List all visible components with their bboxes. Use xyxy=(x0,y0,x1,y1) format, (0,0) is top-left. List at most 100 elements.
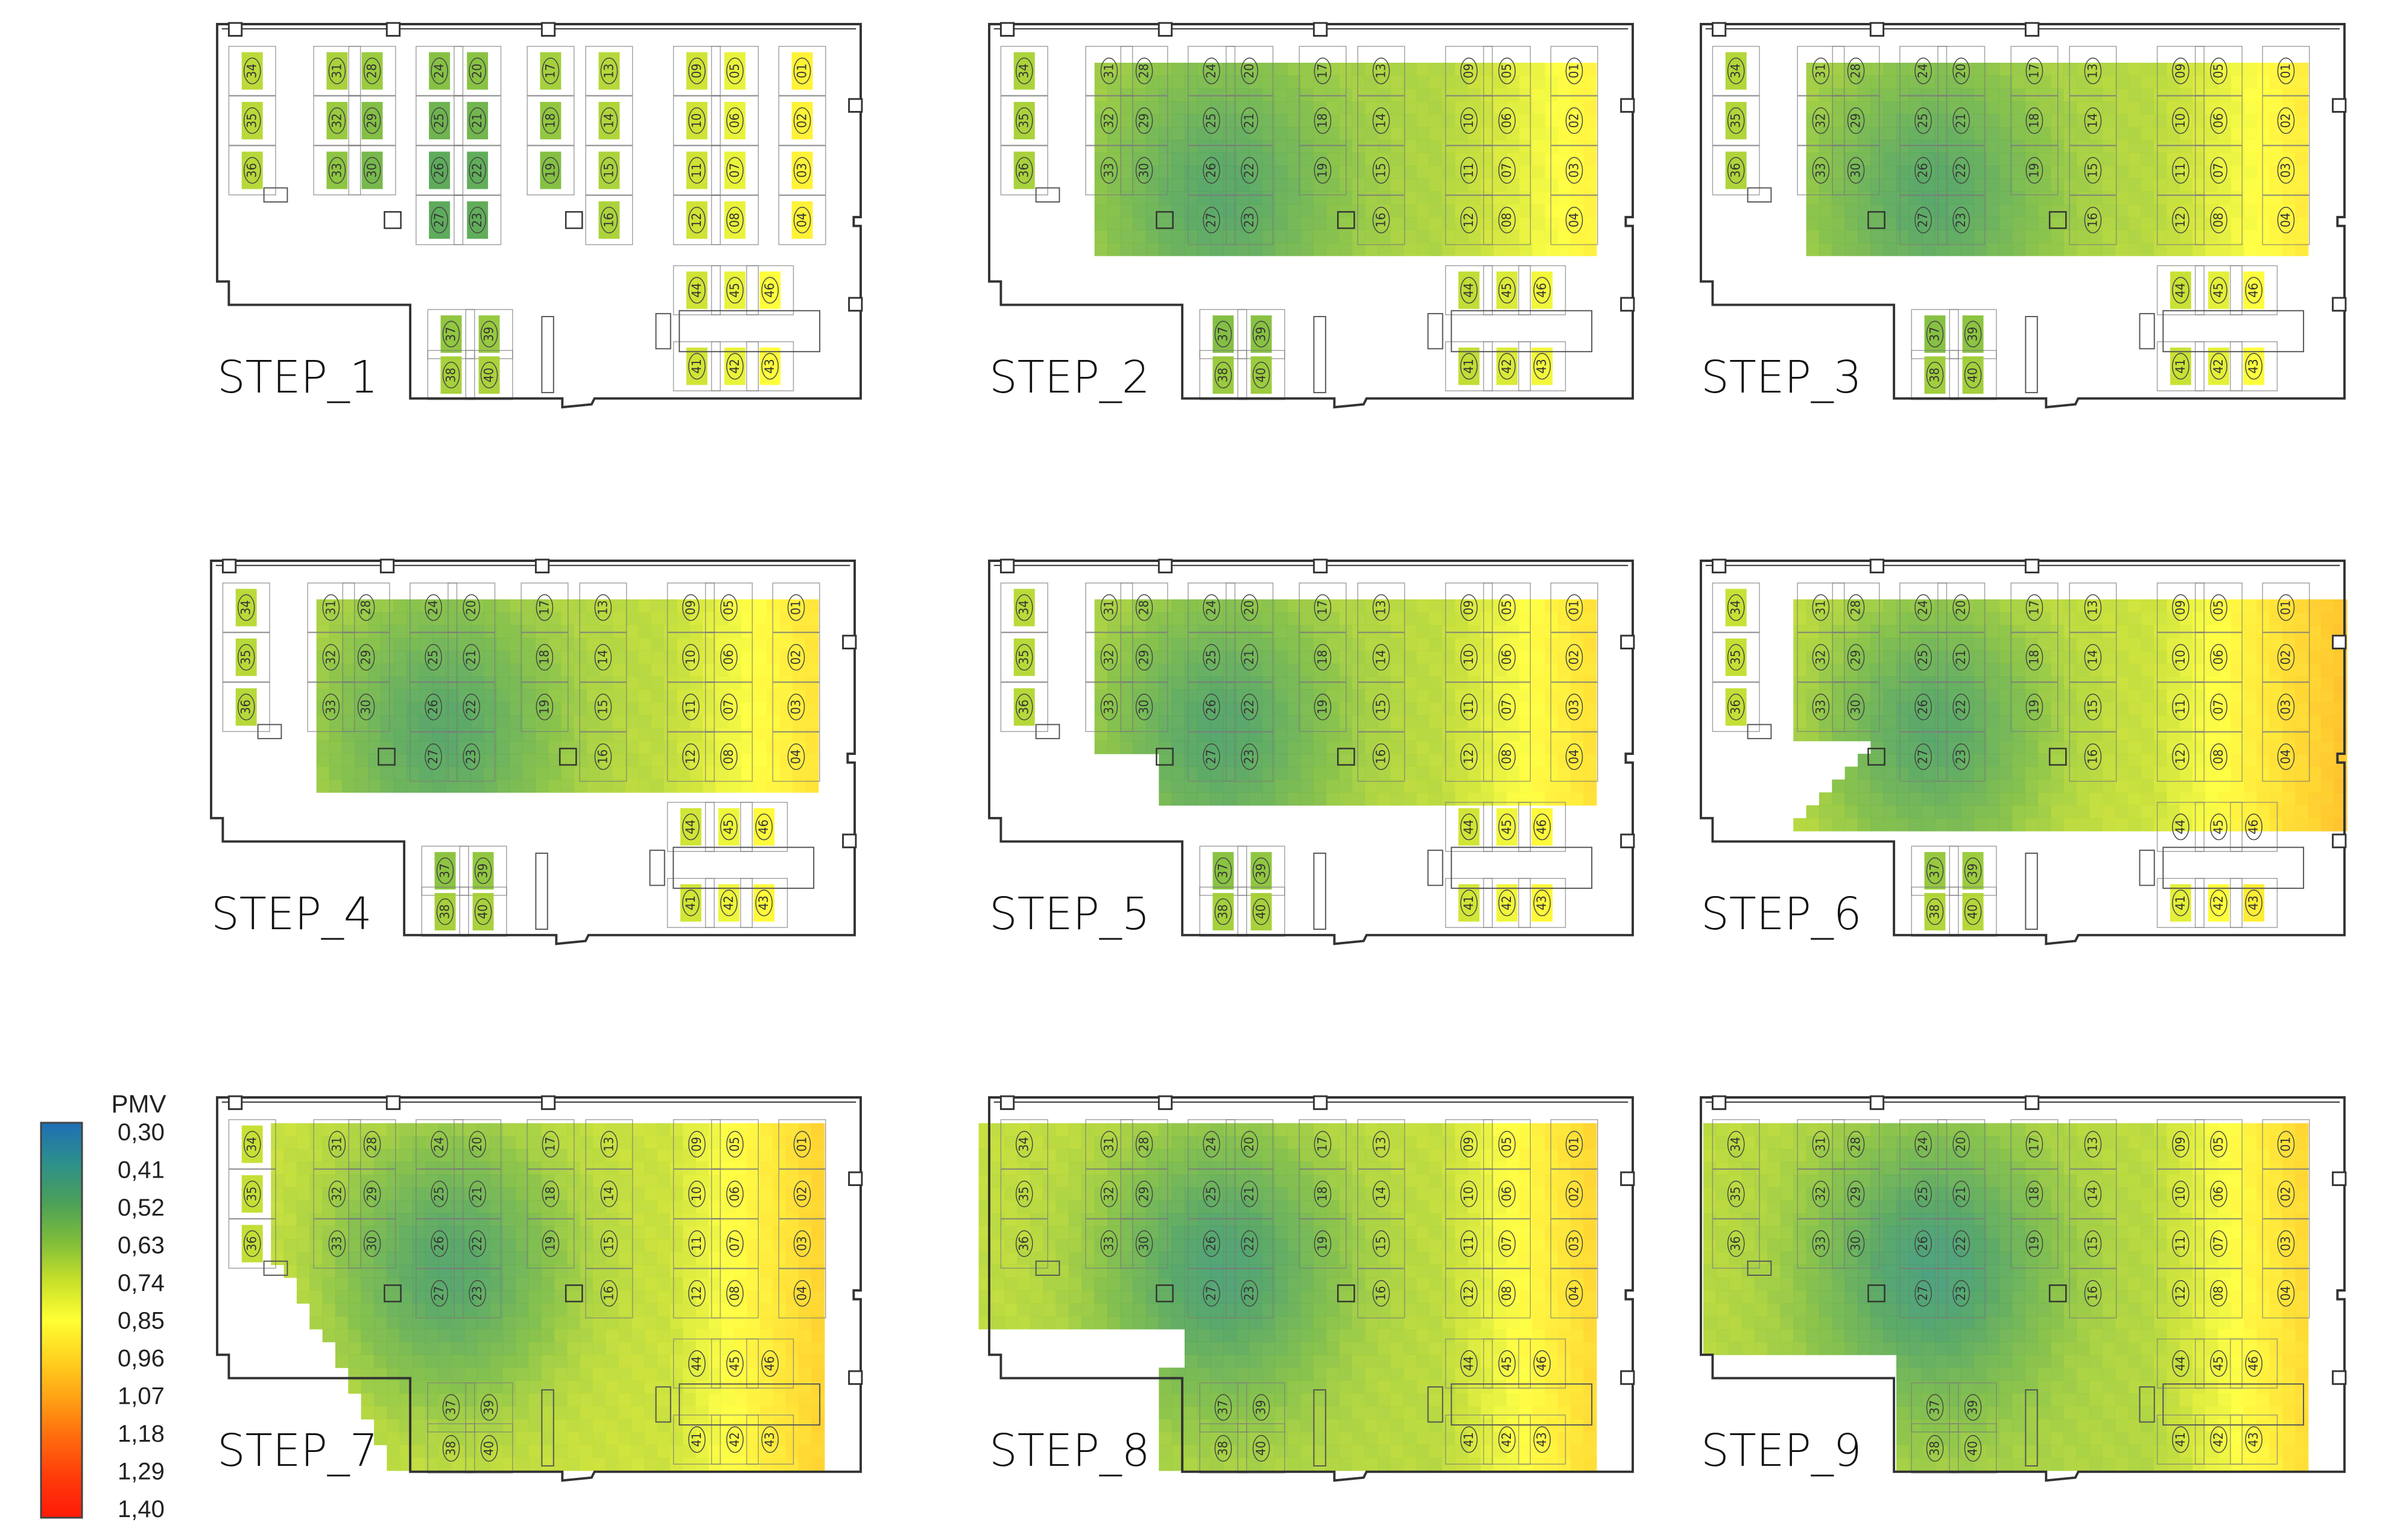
heat-cell xyxy=(1583,702,1597,716)
heat-cell xyxy=(1999,75,2013,89)
meeting-table xyxy=(2162,847,2305,889)
heat-cell xyxy=(1909,75,1923,89)
heat-cell xyxy=(1274,242,1288,256)
seat-number: 12 xyxy=(1461,749,1477,764)
heat-cell xyxy=(387,1200,400,1214)
heat-cell xyxy=(2128,230,2142,244)
heat-cell xyxy=(1442,114,1455,128)
heat-cell xyxy=(361,1354,375,1368)
seat-marker xyxy=(1565,206,1583,234)
seat-number: 10 xyxy=(2173,113,2188,128)
heat-cell xyxy=(541,1213,555,1226)
heat-cell xyxy=(1249,101,1262,115)
heat-cell xyxy=(600,677,613,690)
heat-cell xyxy=(1857,715,1871,729)
heat-cell xyxy=(760,1213,774,1226)
heat-cell xyxy=(1844,792,1858,806)
heat-cell xyxy=(1896,101,1910,115)
heat-cell xyxy=(1416,728,1430,742)
heat-cell xyxy=(1506,75,1520,89)
seat-number: 21 xyxy=(1242,113,1257,128)
heat-cell xyxy=(348,1354,362,1368)
heat-cell xyxy=(644,1213,658,1226)
heat-cell xyxy=(322,1200,336,1214)
heat-cell xyxy=(1197,191,1211,205)
heat-cell xyxy=(509,612,523,626)
heat-cell xyxy=(1986,204,2000,218)
heat-cell xyxy=(606,1213,619,1226)
heat-cell xyxy=(754,677,768,690)
heat-cell xyxy=(2153,165,2167,179)
heat-cell xyxy=(1883,612,1897,626)
heat-cell xyxy=(1249,63,1262,76)
heat-cell xyxy=(1442,127,1455,140)
heat-cell xyxy=(2244,153,2258,166)
heat-cell xyxy=(1909,140,1923,153)
heat-cell xyxy=(1832,702,1846,716)
heat-cell xyxy=(1390,230,1404,244)
heat-cell xyxy=(1922,805,1936,819)
seat-marker xyxy=(431,107,448,134)
heat-cell xyxy=(2192,805,2206,819)
heat-cell xyxy=(1999,88,2013,102)
heat-cell xyxy=(335,1264,349,1278)
heat-cell xyxy=(2141,230,2154,244)
heat-cell xyxy=(2153,651,2167,664)
heat-cell xyxy=(1210,140,1224,153)
heat-cell xyxy=(799,1354,812,1368)
heat-cell xyxy=(1935,728,1948,742)
heat-cell xyxy=(1844,677,1858,690)
heat-cell xyxy=(625,689,639,703)
heat-cell xyxy=(1364,230,1378,244)
desk-outline xyxy=(1357,46,1405,96)
heat-cell xyxy=(1159,63,1173,76)
heat-cell xyxy=(2141,178,2154,192)
heat-cell xyxy=(2244,114,2258,128)
desk-outline xyxy=(1483,46,1531,96)
heat-cell xyxy=(1262,204,1275,218)
heat-cell xyxy=(2269,230,2283,244)
heat-cell xyxy=(1870,153,1884,166)
heat-cell xyxy=(2269,792,2283,806)
heat-cell xyxy=(2244,740,2258,754)
heat-cell xyxy=(1300,178,1314,192)
heat-cell xyxy=(1249,715,1262,729)
heat-cell xyxy=(271,1252,285,1266)
heat-cell xyxy=(2141,217,2154,231)
heat-cell xyxy=(1429,204,1443,218)
seat-number: 03 xyxy=(1567,163,1582,177)
seat-marker xyxy=(1100,157,1118,184)
heat-cell xyxy=(381,715,394,729)
heat-cell xyxy=(1326,230,1340,244)
heat-cell xyxy=(1806,75,1820,89)
heat-cell xyxy=(2179,230,2193,244)
heat-cell xyxy=(348,1316,362,1330)
heat-cell xyxy=(1159,728,1173,742)
heat-cell xyxy=(1883,779,1897,793)
seat-number: 02 xyxy=(2279,113,2294,128)
heat-cell xyxy=(799,1213,812,1226)
heat-cell xyxy=(1442,63,1455,76)
seat-number: 33 xyxy=(329,163,344,177)
seat-number: 08 xyxy=(2211,213,2226,227)
heat-cell xyxy=(2051,818,2064,832)
seat-marker xyxy=(1203,57,1220,84)
heat-cell xyxy=(1883,114,1897,128)
seat-number: 36 xyxy=(1017,699,1032,714)
heat-cell xyxy=(1545,191,1559,205)
heat-cell xyxy=(708,1368,722,1381)
heat-cell xyxy=(644,1187,658,1201)
heat-cell xyxy=(1999,101,2013,115)
heat-cell xyxy=(1883,715,1897,729)
desk-outline xyxy=(673,265,721,315)
heat-cell xyxy=(476,1303,490,1317)
heat-cell xyxy=(779,663,793,677)
heat-cell xyxy=(2295,140,2309,153)
heat-cell xyxy=(1583,165,1597,179)
heat-cell xyxy=(670,1264,683,1278)
heat-cell xyxy=(445,728,458,742)
heat-cell xyxy=(1974,217,1987,231)
seat-number: 03 xyxy=(2279,163,2294,177)
seat-number: 20 xyxy=(464,600,479,614)
heat-cell xyxy=(1094,217,1108,231)
